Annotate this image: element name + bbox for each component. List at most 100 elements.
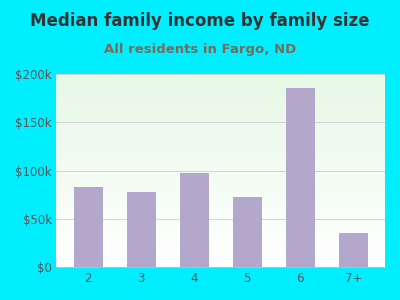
Bar: [56, 149, 385, 151]
Bar: [56, 256, 385, 257]
Bar: [56, 76, 385, 78]
Bar: [56, 240, 385, 242]
Bar: [56, 194, 385, 196]
Bar: [56, 261, 385, 263]
Bar: [56, 143, 385, 146]
Bar: [56, 128, 385, 130]
Bar: [56, 146, 385, 147]
Bar: [56, 99, 385, 101]
Bar: [56, 265, 385, 267]
Bar: [56, 165, 385, 167]
Bar: [56, 112, 385, 115]
Bar: [56, 207, 385, 209]
Bar: [56, 257, 385, 260]
Bar: [56, 248, 385, 250]
Bar: [56, 107, 385, 109]
Bar: [56, 126, 385, 128]
Bar: [56, 84, 385, 85]
Bar: [56, 118, 385, 120]
Bar: [56, 132, 385, 134]
Bar: [56, 109, 385, 111]
Bar: [56, 153, 385, 155]
Bar: [56, 134, 385, 136]
Bar: [56, 115, 385, 116]
Bar: [56, 120, 385, 122]
Bar: [56, 196, 385, 198]
Bar: [56, 140, 385, 142]
Bar: [56, 263, 385, 265]
Bar: [56, 167, 385, 169]
Bar: [56, 252, 385, 254]
Bar: [56, 151, 385, 153]
Bar: [56, 163, 385, 165]
Bar: [56, 93, 385, 95]
Bar: [56, 171, 385, 172]
Bar: [56, 242, 385, 244]
Bar: [127, 192, 156, 267]
Bar: [56, 246, 385, 248]
Bar: [56, 157, 385, 159]
Bar: [56, 198, 385, 200]
Text: All residents in Fargo, ND: All residents in Fargo, ND: [104, 44, 296, 56]
Bar: [56, 155, 385, 157]
Bar: [56, 244, 385, 246]
Bar: [56, 88, 385, 89]
Bar: [56, 203, 385, 205]
Bar: [56, 213, 385, 215]
Bar: [56, 217, 385, 219]
Bar: [56, 80, 385, 82]
Bar: [56, 215, 385, 217]
Text: Median family income by family size: Median family income by family size: [30, 12, 370, 30]
Bar: [56, 169, 385, 171]
Bar: [56, 184, 385, 186]
Bar: [56, 229, 385, 230]
Bar: [74, 187, 103, 267]
Bar: [56, 89, 385, 92]
Bar: [56, 230, 385, 232]
Bar: [56, 223, 385, 225]
Bar: [56, 130, 385, 132]
Bar: [56, 97, 385, 99]
Bar: [56, 174, 385, 176]
Bar: [56, 225, 385, 226]
Bar: [56, 78, 385, 80]
Bar: [56, 92, 385, 93]
Bar: [180, 172, 209, 267]
Bar: [56, 226, 385, 229]
Bar: [56, 200, 385, 202]
Bar: [339, 233, 368, 267]
Bar: [56, 190, 385, 192]
Bar: [56, 176, 385, 178]
Bar: [56, 178, 385, 180]
Bar: [56, 236, 385, 238]
Bar: [56, 116, 385, 119]
Bar: [56, 138, 385, 140]
Bar: [56, 103, 385, 105]
Bar: [56, 136, 385, 138]
Bar: [56, 122, 385, 124]
Bar: [56, 205, 385, 207]
Bar: [56, 182, 385, 184]
Bar: [56, 219, 385, 221]
Bar: [56, 180, 385, 182]
Bar: [56, 238, 385, 240]
Bar: [56, 186, 385, 188]
Bar: [56, 95, 385, 97]
Bar: [56, 172, 385, 174]
Bar: [56, 211, 385, 213]
Bar: [56, 192, 385, 194]
Bar: [56, 111, 385, 112]
Bar: [56, 221, 385, 223]
Bar: [56, 105, 385, 107]
Bar: [56, 202, 385, 203]
Bar: [286, 88, 315, 267]
Bar: [56, 188, 385, 190]
Bar: [56, 161, 385, 163]
Bar: [56, 74, 385, 76]
Bar: [56, 159, 385, 161]
Bar: [56, 254, 385, 256]
Bar: [56, 232, 385, 234]
Bar: [233, 196, 262, 267]
Bar: [56, 260, 385, 261]
Bar: [56, 250, 385, 252]
